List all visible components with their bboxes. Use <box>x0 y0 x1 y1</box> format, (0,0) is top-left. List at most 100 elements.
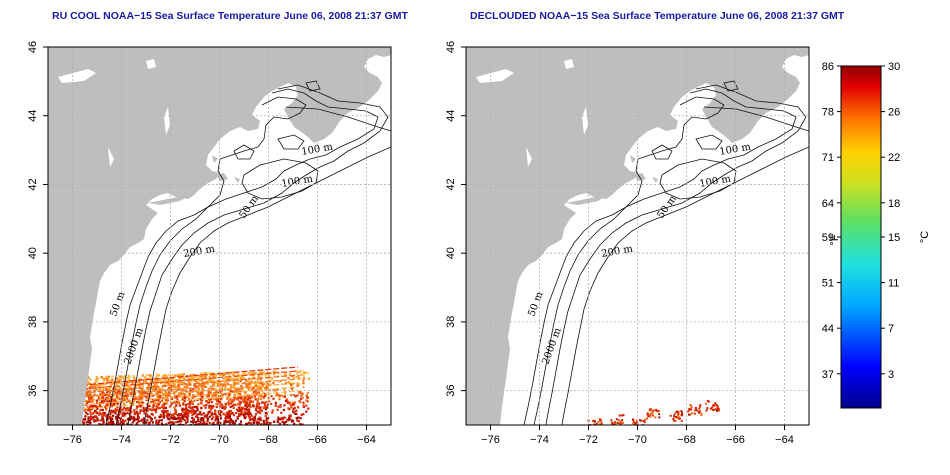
lake <box>526 147 532 167</box>
sst-pixel <box>271 377 274 380</box>
sst-pixel <box>155 422 158 425</box>
sst-pixel <box>291 383 294 386</box>
sst-pixel <box>143 380 146 383</box>
sst-pixel <box>118 412 121 415</box>
sst-pixel <box>262 371 265 374</box>
sst-pixel <box>210 413 213 416</box>
sst-pixel <box>276 420 279 424</box>
island <box>630 155 636 163</box>
sst-pixel <box>207 394 210 397</box>
sst-pixel <box>115 387 118 390</box>
sst-pixel <box>222 423 226 425</box>
sst-pixel <box>223 407 226 411</box>
sst-pixel <box>233 394 236 397</box>
sst-pixel <box>187 412 190 415</box>
sst-pixel <box>105 407 108 410</box>
sst-pixel <box>621 422 624 424</box>
sst-pixel <box>245 379 248 382</box>
sst-pixel <box>178 381 181 384</box>
sst-pixel <box>299 401 302 404</box>
sst-pixel <box>103 382 106 385</box>
sst-pixel <box>307 372 310 375</box>
sst-pixel <box>221 404 224 407</box>
sst-pixel <box>117 381 120 384</box>
sst-pixel <box>131 417 134 420</box>
sst-pixel <box>169 377 172 380</box>
sst-pixel <box>227 417 230 420</box>
sst-pixel <box>250 396 253 399</box>
sst-pixel <box>195 415 198 418</box>
sst-pixel <box>152 394 155 397</box>
sst-pixel <box>89 412 92 415</box>
sst-pixel <box>228 399 231 402</box>
sst-pixel <box>699 410 701 413</box>
sst-pixel <box>251 371 254 375</box>
sst-pixel <box>233 384 236 388</box>
sst-pixel <box>256 402 259 406</box>
sst-pixel <box>706 407 709 410</box>
sst-pixel <box>163 402 166 405</box>
sst-pixel <box>276 388 279 391</box>
sst-pixel <box>90 384 93 387</box>
sst-pixel <box>114 400 117 403</box>
sst-pixel <box>590 426 592 428</box>
sst-pixel <box>232 414 236 417</box>
sst-pixel <box>163 410 166 413</box>
sst-pixel <box>248 400 252 404</box>
sst-pixel <box>193 410 196 413</box>
right-map-title: DECLOUDED NOAA−15 Sea Surface Temperatur… <box>470 10 845 22</box>
sst-pixel <box>237 414 241 417</box>
island <box>234 177 240 183</box>
sst-pixel <box>676 410 679 413</box>
sst-pixel <box>250 395 253 398</box>
sst-swath-line <box>57 382 299 404</box>
sst-pixel <box>91 412 94 415</box>
sst-pixel <box>690 406 693 409</box>
sst-pixel <box>121 376 124 379</box>
sst-pixel <box>192 420 195 423</box>
lon-tick-label: −66 <box>726 434 745 446</box>
sst-pixel <box>235 382 238 385</box>
sst-pixel <box>297 420 300 423</box>
sst-pixel <box>128 409 131 412</box>
sst-pixel <box>283 421 286 424</box>
sst-pixel <box>149 379 152 382</box>
sst-pixel <box>88 386 91 389</box>
sst-pixel <box>674 419 677 422</box>
sst-pixel <box>160 379 163 383</box>
sst-pixel <box>194 421 197 424</box>
sst-pixel <box>651 412 654 415</box>
sst-pixel <box>232 373 235 376</box>
sst-pixel <box>105 422 108 425</box>
sst-pixel <box>243 396 246 399</box>
sst-pixel <box>217 420 220 423</box>
sst-pixel <box>205 414 209 417</box>
sst-pixel <box>211 416 215 419</box>
sst-pixel <box>158 419 161 422</box>
island <box>566 195 608 205</box>
sst-pixel <box>272 420 275 423</box>
sst-pixel <box>210 387 213 390</box>
sst-pixel <box>712 408 715 411</box>
sst-pixel <box>88 397 91 400</box>
sst-pixel <box>229 384 233 387</box>
sst-pixel <box>250 399 253 402</box>
sst-pixel <box>116 393 119 397</box>
sst-pixel <box>154 416 157 419</box>
sst-pixel <box>150 419 153 422</box>
sst-pixel <box>293 401 296 404</box>
lon-tick-label: −76 <box>481 434 500 446</box>
sst-pixel <box>201 372 204 375</box>
sst-pixel <box>137 421 140 424</box>
sst-pixel <box>290 406 293 409</box>
sst-pixel <box>84 394 87 397</box>
sst-pixel <box>99 392 102 396</box>
sst-pixel <box>243 400 247 403</box>
sst-pixel <box>248 397 251 400</box>
sst-pixel <box>152 403 155 407</box>
sst-pixel <box>207 411 210 414</box>
sst-pixel <box>177 416 180 419</box>
sst-pixel <box>99 387 102 390</box>
colorbar-label-f: 78 <box>822 107 834 119</box>
sst-pixel <box>206 419 209 422</box>
